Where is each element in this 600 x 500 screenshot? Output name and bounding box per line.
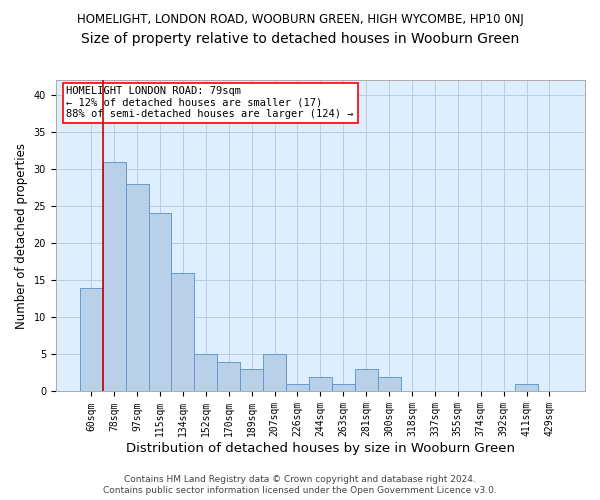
Bar: [332, 384, 355, 392]
Bar: [172, 273, 194, 392]
Text: HOMELIGHT LONDON ROAD: 79sqm
← 12% of detached houses are smaller (17)
88% of se: HOMELIGHT LONDON ROAD: 79sqm ← 12% of de…: [67, 86, 354, 120]
Text: Size of property relative to detached houses in Wooburn Green: Size of property relative to detached ho…: [81, 32, 519, 46]
Bar: [355, 369, 377, 392]
Bar: [263, 354, 286, 392]
Bar: [194, 354, 217, 392]
Y-axis label: Number of detached properties: Number of detached properties: [15, 142, 28, 328]
Bar: [377, 376, 401, 392]
Bar: [286, 384, 309, 392]
Bar: [103, 162, 125, 392]
Bar: [240, 369, 263, 392]
Bar: [149, 214, 172, 392]
Text: HOMELIGHT, LONDON ROAD, WOOBURN GREEN, HIGH WYCOMBE, HP10 0NJ: HOMELIGHT, LONDON ROAD, WOOBURN GREEN, H…: [77, 12, 523, 26]
Bar: [217, 362, 240, 392]
Bar: [309, 376, 332, 392]
Text: Contains public sector information licensed under the Open Government Licence v3: Contains public sector information licen…: [103, 486, 497, 495]
Text: Contains HM Land Registry data © Crown copyright and database right 2024.: Contains HM Land Registry data © Crown c…: [124, 475, 476, 484]
Bar: [515, 384, 538, 392]
X-axis label: Distribution of detached houses by size in Wooburn Green: Distribution of detached houses by size …: [126, 442, 515, 455]
Bar: [80, 288, 103, 392]
Bar: [125, 184, 149, 392]
